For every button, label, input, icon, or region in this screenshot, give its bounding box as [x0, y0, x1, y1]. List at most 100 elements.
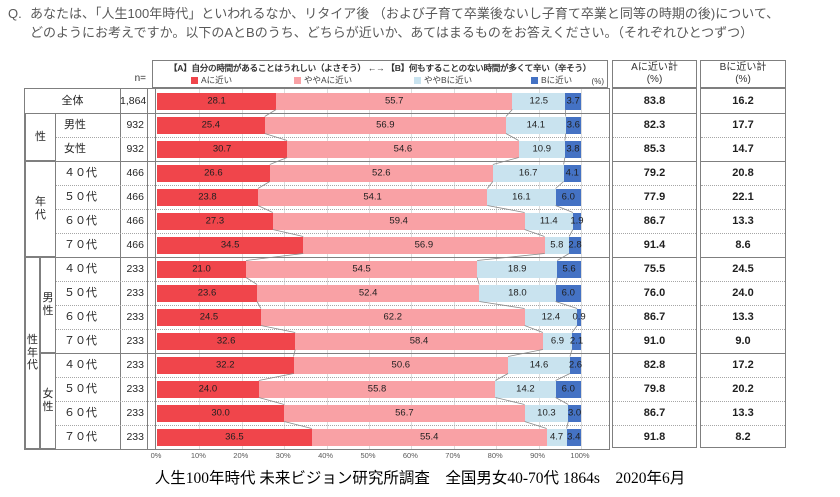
subgroup-cell-男性: 男性 [40, 257, 56, 353]
row-separator [56, 137, 609, 138]
bar-value-label: 26.6 [204, 167, 223, 179]
row-n-value: 932 [126, 143, 144, 155]
bar-segment-ややAに近い: 59.4 [272, 212, 525, 230]
bar-value-label: 55.7 [384, 95, 404, 107]
bar-segment-Bに近い: 5.6 [557, 260, 581, 278]
bar-segment-Aに近い: 34.5 [157, 236, 304, 254]
axis-tick-70%: 70% [445, 451, 461, 460]
column-divider [120, 89, 121, 449]
total-row-separator [701, 401, 785, 402]
bar-segment-Aに近い: 28.1 [157, 92, 277, 110]
bar-value-label: 55.4 [419, 431, 439, 443]
bar-segment-ややBに近い: 18.9 [477, 260, 558, 278]
bar-value-label: 16.1 [512, 191, 531, 203]
row-separator [40, 353, 609, 354]
percent-unit-note: (%) [591, 77, 604, 86]
bar-segment-Bに近い: 3.8 [564, 140, 581, 158]
bar-value-label: 25.4 [201, 119, 221, 131]
bar-value-label: 28.1 [207, 95, 226, 107]
stacked-bar-５０代: 24.0 55.8 14.2 6.0 [157, 380, 581, 398]
bar-segment-ややAに近い: 56.9 [303, 236, 545, 254]
a-total-column: 83.8 82.3 85.3 79.2 77.9 86.7 91.4 75.5 76.0 86.7… [612, 88, 697, 448]
row-separator [56, 209, 609, 210]
bar-value-label: 21.0 [192, 263, 211, 275]
stacked-bar-table: 性年代性年代男性女性全体 1,864 28.1 55.7 12.5 3.7 男性 932 25.… [24, 88, 610, 450]
bar-value-label: 23.6 [197, 287, 217, 299]
stacked-bar-５０代: 23.6 52.4 18.0 6.0 [157, 284, 581, 302]
total-row-separator [701, 329, 785, 330]
bar-segment-Bに近い: 6.0 [555, 380, 581, 398]
bar-value-label: 56.9 [414, 239, 434, 251]
bar-value-label: 0.9 [572, 311, 586, 323]
bar-value-label: 27.3 [205, 215, 225, 227]
row-n-value: 466 [126, 239, 144, 251]
bar-segment-ややBに近い: 11.4 [524, 212, 573, 230]
bar-segment-Aに近い: 32.6 [157, 332, 296, 350]
b-total-value: 8.2 [735, 431, 751, 443]
row-label-５０代: ５０代 [64, 287, 97, 299]
bar-segment-ややBに近い: 14.6 [508, 356, 570, 374]
row-n-value: 932 [126, 119, 144, 131]
bar-segment-Bに近い: 0.9 [572, 308, 586, 326]
legend-item-a: Aに近い [191, 74, 232, 86]
bar-segment-ややAに近い: 55.4 [311, 428, 547, 446]
legend-swatch-yaya-a-icon [294, 76, 301, 84]
question-line-2: どのようにお考えですか。以下のAとBのうち、どちらが近いか、あてはまるものをお答… [30, 24, 754, 40]
axis-tick-30%: 30% [275, 451, 291, 460]
bar-segment-ややAに近い: 54.5 [246, 260, 478, 278]
total-row-separator [701, 425, 785, 426]
stacked-bar-４０代: 26.6 52.6 16.7 4.1 [157, 164, 581, 182]
legend-label-yaya-a: ややAに近い [304, 75, 353, 85]
a-total-value: 79.8 [643, 383, 666, 395]
b-total-value: 14.7 [732, 143, 754, 155]
bar-segment-Aに近い: 36.5 [157, 428, 312, 446]
total-row-separator [701, 233, 785, 234]
question-line-1: あなたは、「人生100年時代」といわれるなか、リタイア後 （および子育て卒業後な… [30, 6, 780, 21]
bar-value-label: 6.9 [550, 335, 565, 347]
row-separator [56, 425, 609, 426]
bar-segment-ややAに近い: 55.8 [258, 380, 496, 398]
bar-segment-Aに近い: 32.2 [157, 356, 294, 374]
bar-segment-Aに近い: 26.6 [157, 164, 270, 182]
bar-value-label: 11.4 [539, 215, 558, 227]
bar-value-label: 5.8 [550, 239, 564, 251]
row-label-全体: 全体 [61, 95, 84, 107]
axis-tick-10%: 10% [190, 451, 206, 460]
total-row-separator [701, 281, 785, 282]
legend-swatch-a-icon [191, 76, 198, 84]
axis-tick-90%: 90% [530, 451, 546, 460]
bar-segment-Aに近い: 23.6 [157, 284, 258, 302]
bar-value-label: 14.1 [526, 119, 546, 131]
bar-segment-ややBに近い: 14.2 [495, 380, 556, 398]
bar-value-label: 59.4 [389, 215, 408, 227]
row-separator [25, 161, 609, 162]
row-n-value: 233 [126, 287, 144, 299]
row-label-６０代: ６０代 [64, 311, 97, 323]
b-total-value: 13.3 [732, 311, 754, 323]
axis-tick-80%: 80% [487, 451, 503, 460]
legend-swatch-b-icon [531, 76, 538, 84]
row-separator [56, 185, 609, 186]
a-total-value: 77.9 [643, 191, 666, 203]
bar-segment-Aに近い: 30.7 [157, 140, 288, 158]
b-total-value: 24.5 [732, 263, 754, 275]
stacked-bar-６０代: 27.3 59.4 11.4 1.9 [157, 212, 584, 230]
bar-segment-ややAに近い: 55.7 [276, 92, 513, 110]
row-label-６０代: ６０代 [64, 215, 97, 227]
total-row-separator [613, 209, 696, 210]
row-label-男性: 男性 [64, 119, 86, 131]
bar-value-label: 2.6 [568, 359, 583, 371]
row-separator [56, 377, 609, 378]
bar-value-label: 24.0 [198, 383, 218, 395]
bar-value-label: 1.9 [570, 215, 584, 227]
b-total-column-header: Bに近い計 (%) [700, 60, 786, 88]
bar-segment-ややBに近い: 12.4 [524, 308, 578, 326]
total-row-separator [613, 185, 696, 186]
b-total-value: 13.3 [732, 407, 754, 419]
bar-segment-Bに近い: 3.4 [566, 428, 581, 446]
stacked-bar-７０代: 32.6 58.4 6.9 2.1 [157, 332, 583, 350]
axis-tick-20%: 20% [233, 451, 249, 460]
row-separator [25, 113, 609, 114]
a-total-value: 86.7 [643, 311, 666, 323]
stacked-bar-５０代: 23.8 54.1 16.1 6.0 [157, 188, 581, 206]
